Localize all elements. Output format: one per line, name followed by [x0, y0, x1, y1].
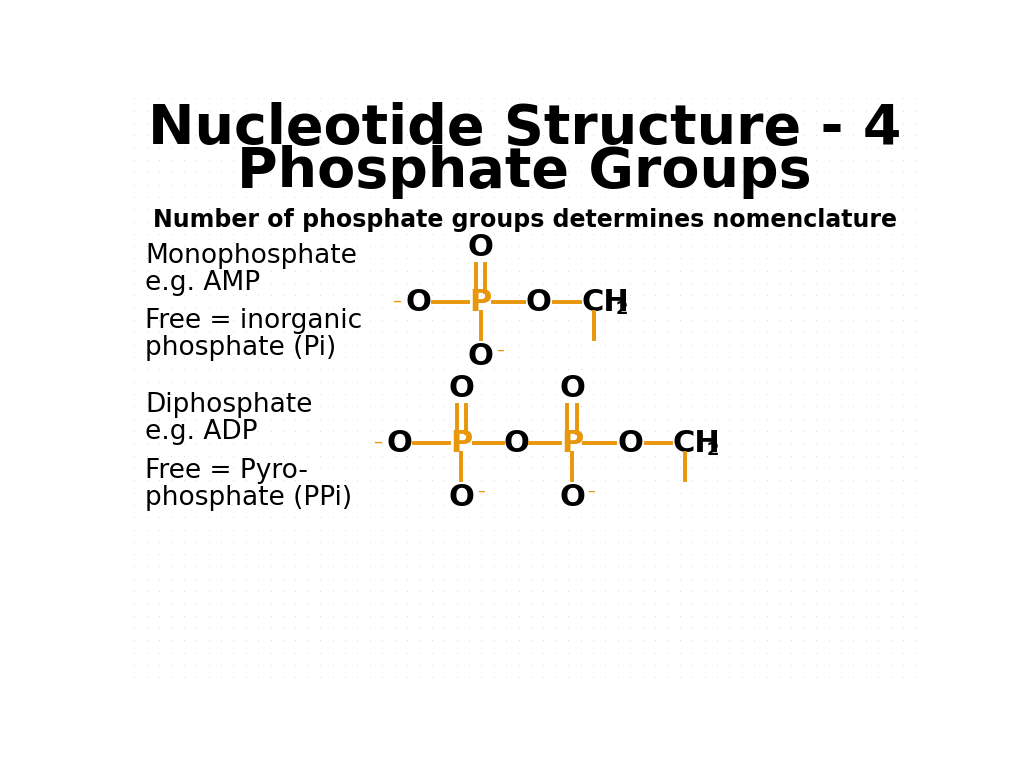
Text: Nucleotide Structure - 4: Nucleotide Structure - 4: [148, 102, 901, 156]
Text: 2: 2: [615, 300, 628, 318]
Text: O: O: [504, 429, 529, 458]
Text: e.g. ADP: e.g. ADP: [145, 419, 258, 445]
Text: phosphate (PPi): phosphate (PPi): [145, 485, 352, 511]
Text: O: O: [386, 429, 413, 458]
Text: CH: CH: [582, 288, 629, 317]
Text: P: P: [561, 429, 584, 458]
Text: O: O: [449, 374, 474, 403]
Text: Monophosphate: Monophosphate: [145, 243, 357, 269]
Text: O: O: [449, 483, 474, 512]
Text: O: O: [525, 288, 552, 317]
Text: P: P: [451, 429, 472, 458]
Text: O: O: [559, 483, 585, 512]
Text: O: O: [468, 343, 494, 372]
Text: Free = inorganic: Free = inorganic: [145, 308, 362, 334]
Text: –: –: [392, 292, 401, 310]
Text: Diphosphate: Diphosphate: [145, 392, 312, 419]
Text: –: –: [496, 343, 504, 358]
Text: CH: CH: [673, 429, 721, 458]
Text: e.g. AMP: e.g. AMP: [145, 270, 260, 296]
Text: Phosphate Groups: Phosphate Groups: [238, 144, 812, 198]
Text: –: –: [588, 484, 595, 499]
Text: –: –: [373, 432, 382, 451]
Text: O: O: [617, 429, 643, 458]
Text: Number of phosphate groups determines nomenclature: Number of phosphate groups determines no…: [153, 207, 897, 232]
Text: O: O: [468, 233, 494, 263]
Text: phosphate (Pi): phosphate (Pi): [145, 335, 336, 361]
Text: O: O: [406, 288, 431, 317]
Text: Free = Pyro-: Free = Pyro-: [145, 458, 308, 484]
Text: 2: 2: [707, 441, 720, 459]
Text: –: –: [477, 484, 484, 499]
Text: O: O: [559, 374, 585, 403]
Text: P: P: [469, 288, 492, 317]
